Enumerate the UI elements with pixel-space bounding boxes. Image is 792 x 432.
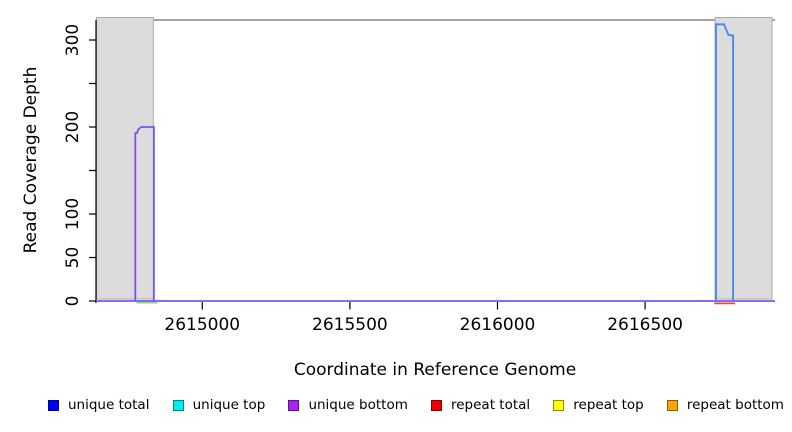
legend-label: repeat top bbox=[573, 397, 644, 413]
legend-item-unique-total: unique total bbox=[48, 397, 149, 413]
y-tick-label: 300 bbox=[63, 24, 83, 56]
legend-swatch-icon bbox=[430, 399, 442, 411]
legend-item-repeat-bottom: repeat bottom bbox=[666, 397, 784, 413]
legend-item-repeat-total: repeat total bbox=[430, 397, 531, 413]
legend-label: unique top bbox=[192, 397, 266, 413]
x-tick-label: 2616000 bbox=[460, 315, 536, 335]
plot-area: 0 50 100 200 300 2615000 2615500 2616000 2616500 bbox=[63, 17, 775, 335]
y-tick-label: 100 bbox=[63, 198, 83, 230]
legend-swatch-icon bbox=[172, 399, 184, 411]
legend-swatch-icon bbox=[288, 399, 300, 411]
y-tick-label: 200 bbox=[63, 111, 83, 143]
legend: unique total unique top unique bottom repea… bbox=[48, 395, 784, 415]
legend-swatch-icon bbox=[48, 399, 59, 411]
legend-label: unique bottom bbox=[308, 397, 408, 413]
legend-swatch-icon bbox=[553, 399, 565, 411]
x-tick-label: 2616500 bbox=[607, 315, 683, 335]
legend-item-unique-top: unique top bbox=[172, 397, 266, 413]
shaded-region-right bbox=[714, 17, 773, 300]
y-tick-label: 50 bbox=[63, 247, 83, 269]
legend-item-unique-bottom: unique bottom bbox=[288, 397, 408, 413]
legend-label: repeat bottom bbox=[686, 397, 784, 413]
legend-item-repeat-top: repeat top bbox=[553, 397, 644, 413]
x-tick-label: 2615000 bbox=[164, 315, 240, 335]
series-unique-top-peak bbox=[715, 23, 734, 301]
legend-label: unique total bbox=[68, 397, 150, 413]
y-tick-label: 0 bbox=[63, 296, 83, 307]
x-tick-label: 2615500 bbox=[312, 315, 388, 335]
series-unique-bottom-peak bbox=[134, 126, 155, 301]
x-axis-title: Coordinate in Reference Genome bbox=[293, 360, 577, 380]
legend-swatch-icon bbox=[666, 399, 678, 411]
shaded-region-left bbox=[96, 17, 154, 300]
legend-label: repeat total bbox=[450, 397, 531, 413]
